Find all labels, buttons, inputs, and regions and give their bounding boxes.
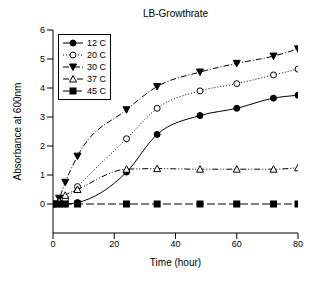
svg-text:80: 80: [293, 239, 303, 249]
svg-text:40: 40: [170, 239, 180, 249]
svg-text:0: 0: [40, 199, 45, 209]
html-text:45 C: 45 C: [87, 86, 106, 96]
svg-text:4: 4: [40, 83, 45, 93]
svg-text:20: 20: [109, 239, 119, 249]
svg-text:0: 0: [50, 239, 55, 249]
svg-text:5: 5: [40, 54, 45, 64]
svg-text:3: 3: [40, 112, 45, 122]
html-text:30 C: 30 C: [87, 62, 106, 72]
html-text:LB-Growthrate: LB-Growthrate: [143, 8, 208, 19]
svg-text:1: 1: [40, 170, 45, 180]
svg-text:60: 60: [232, 239, 242, 249]
svg-text:Time (hour): Time (hour): [150, 257, 201, 268]
html-text:20 C: 20 C: [87, 50, 106, 60]
html-text:37 C: 37 C: [87, 74, 106, 84]
svg-text:2: 2: [40, 141, 45, 151]
html-text:12 C: 12 C: [87, 38, 106, 48]
svg-text:Absorbance at 600nm: Absorbance at 600nm: [12, 83, 23, 181]
svg-text:6: 6: [40, 25, 45, 35]
